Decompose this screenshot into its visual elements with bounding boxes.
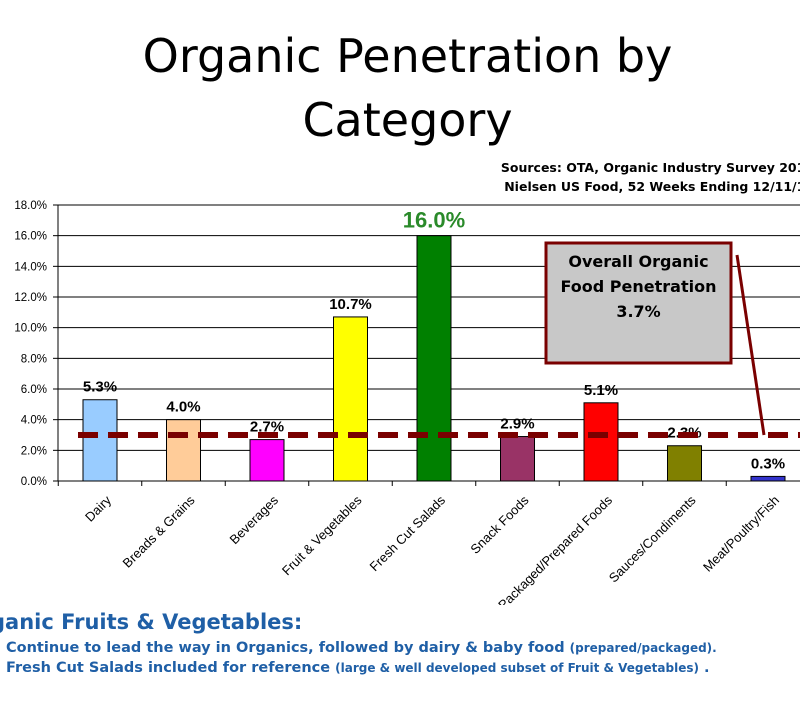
note-line-2: Fresh Cut Salads included for reference … (6, 660, 800, 676)
category-label: Fruit & Vegetables (279, 492, 365, 578)
sources-line-2: Nielsen US Food, 52 Weeks Ending 12/11/1… (504, 179, 800, 194)
note-line-2-small: (large & well developed subset of Fruit … (335, 661, 699, 675)
category-label: Dairy (82, 492, 114, 524)
note-line-1-main: Continue to lead the way in Organics, fo… (6, 640, 570, 656)
bar (500, 436, 535, 482)
notes-heading: ganic Fruits & Vegetables: (0, 610, 303, 634)
callout-pointer (735, 254, 766, 436)
bar (333, 316, 368, 482)
category-label: Snack Foods (467, 492, 532, 557)
bar (583, 402, 619, 482)
bar (667, 445, 702, 482)
y-tick-label: 4.0% (21, 415, 47, 427)
chart-title-line-2: Category (302, 93, 513, 147)
callout-box (544, 241, 733, 365)
y-tick-label: 10.0% (14, 323, 47, 335)
data-label: 4.0% (166, 399, 200, 416)
data-label: 5.3% (83, 379, 117, 396)
data-label: 16.0% (403, 208, 465, 233)
note-line-2-main: Fresh Cut Salads included for reference (6, 660, 336, 676)
y-tick-label: 18.0% (14, 200, 47, 212)
data-label: 5.1% (584, 382, 618, 399)
note-line-1: Continue to lead the way in Organics, fo… (6, 640, 800, 656)
category-label: Sauces/Condiments (606, 492, 699, 585)
callout-text-line: Overall Organic (568, 252, 708, 271)
y-tick-label: 12.0% (14, 292, 47, 304)
chart-title-line-1: Organic Penetration by (142, 29, 673, 83)
callout-text-line: 3.7% (616, 302, 660, 321)
category-label: Fresh Cut Salads (366, 492, 448, 574)
data-label: 2.9% (500, 416, 534, 433)
category-label: Beverages (227, 492, 282, 547)
callout-text-line: Food Penetration (561, 277, 717, 296)
bar (82, 399, 118, 482)
data-label: 10.7% (329, 296, 372, 313)
sources-line-1: Sources: OTA, Organic Industry Survey 20… (500, 160, 800, 175)
data-label: 2.7% (250, 419, 284, 436)
y-tick-label: 16.0% (14, 231, 47, 243)
y-tick-label: 0.0% (21, 476, 47, 488)
y-tick-label: 8.0% (21, 353, 47, 365)
y-tick-label: 14.0% (14, 261, 47, 273)
data-label: 0.3% (751, 455, 785, 472)
y-tick-label: 6.0% (21, 384, 47, 396)
bar-chart: 0.0% 2.0% 4.0% 6.0% 8.0% 10.0% 12.0% 14.0% 16.0%… (14, 200, 800, 605)
note-line-2-end: . (698, 660, 710, 676)
bar (750, 475, 786, 482)
category-label: Breads & Grains (120, 492, 198, 570)
bar (416, 235, 452, 482)
note-line-1-small: (prepared/packaged). (569, 641, 717, 655)
notes-section: ganic Fruits & Vegetables: Continue to l… (0, 600, 800, 676)
bar (166, 419, 201, 482)
category-label: Meat/Poultry/Fish (700, 493, 782, 575)
bar (249, 439, 285, 482)
y-tick-label: 2.0% (21, 445, 47, 457)
